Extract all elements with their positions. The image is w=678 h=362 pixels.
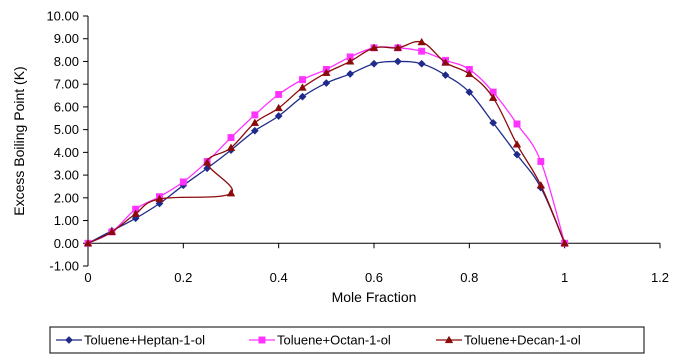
data-point bbox=[322, 68, 331, 76]
legend-item: Toluene+Decan-1-ol bbox=[436, 333, 581, 348]
data-point bbox=[202, 158, 212, 166]
x-tick-label: 0.6 bbox=[365, 270, 383, 285]
data-point bbox=[370, 59, 378, 68]
y-tick-label: 3.00 bbox=[54, 168, 79, 183]
data-point bbox=[513, 120, 521, 128]
data-point bbox=[322, 79, 331, 87]
data-point bbox=[298, 92, 307, 101]
data-point bbox=[250, 118, 260, 126]
data-point bbox=[465, 69, 474, 78]
data-point bbox=[131, 209, 140, 217]
data-point bbox=[513, 150, 521, 159]
data-point bbox=[418, 47, 426, 55]
legend-marker bbox=[258, 336, 266, 344]
data-point bbox=[179, 178, 187, 186]
y-tick-label: 8.00 bbox=[54, 54, 79, 69]
data-point bbox=[83, 238, 93, 247]
x-axis-title: Mole Fraction bbox=[332, 289, 417, 305]
data-point bbox=[275, 90, 283, 98]
data-point bbox=[251, 111, 259, 119]
y-tick-label: 4.00 bbox=[54, 145, 79, 160]
legend-item: Toluene+Octan-1-ol bbox=[249, 333, 391, 348]
series-3 bbox=[83, 37, 569, 247]
x-axis-ticks: 0 0.2 0.4 0.6 0.8 1 1.2 bbox=[84, 243, 669, 285]
y-tick-label: 1.00 bbox=[54, 213, 79, 228]
data-point bbox=[488, 93, 498, 101]
legend-label: Toluene+Decan-1-ol bbox=[464, 333, 581, 348]
y-tick-label: 6.00 bbox=[54, 99, 79, 114]
data-point bbox=[417, 59, 426, 68]
y-tick-label: 2.00 bbox=[54, 190, 79, 205]
x-tick-label: 0.4 bbox=[270, 270, 288, 285]
y-tick-label: 0.00 bbox=[54, 236, 79, 251]
data-point bbox=[393, 43, 403, 51]
data-point bbox=[393, 57, 402, 66]
y-tick-label: 5.00 bbox=[54, 122, 79, 137]
x-tick-label: 0.8 bbox=[460, 270, 478, 285]
y-tick-label: -1.00 bbox=[49, 259, 79, 274]
data-point bbox=[107, 227, 117, 236]
data-point bbox=[274, 112, 283, 120]
legend-marker bbox=[444, 335, 454, 344]
data-point bbox=[536, 181, 546, 189]
x-tick-label: 1.2 bbox=[651, 270, 669, 285]
data-point bbox=[512, 140, 522, 148]
data-point bbox=[465, 88, 474, 97]
x-tick-label: 0 bbox=[84, 270, 91, 285]
legend-box bbox=[49, 326, 645, 354]
legend-marker bbox=[65, 336, 73, 344]
data-point bbox=[227, 134, 235, 142]
data-point bbox=[226, 188, 236, 197]
y-axis-title: Excess Boiling Point (K) bbox=[11, 66, 27, 215]
y-tick-label: 7.00 bbox=[54, 77, 79, 92]
x-tick-label: 0.2 bbox=[174, 270, 192, 285]
legend-label: Toluene+Octan-1-ol bbox=[277, 333, 391, 348]
data-point bbox=[345, 57, 355, 65]
data-point bbox=[560, 238, 569, 247]
data-point bbox=[155, 194, 164, 203]
data-point bbox=[489, 118, 498, 127]
y-tick-label: 9.00 bbox=[54, 31, 79, 46]
data-point bbox=[298, 83, 307, 91]
series-group bbox=[83, 37, 569, 248]
y-tick-label: 10.00 bbox=[46, 9, 79, 24]
data-point bbox=[299, 76, 306, 84]
data-point bbox=[441, 71, 450, 80]
data-point bbox=[369, 43, 379, 51]
y-axis-ticks: -1.00 0.00 1.00 2.00 3.00 4.00 5.00 6.00 7.00 8.0… bbox=[46, 9, 88, 274]
data-point bbox=[346, 70, 355, 78]
series-line bbox=[87, 46, 566, 244]
data-point bbox=[537, 158, 545, 165]
legend-label: Toluene+Heptan-1-ol bbox=[84, 333, 205, 348]
series-1 bbox=[84, 57, 569, 248]
data-point bbox=[226, 143, 236, 151]
axes bbox=[87, 16, 660, 266]
data-point bbox=[274, 103, 283, 112]
legend: Toluene+Heptan-1-ol Toluene+Octan-1-ol Tol… bbox=[49, 326, 645, 354]
legend-item: Toluene+Heptan-1-ol bbox=[56, 333, 205, 348]
data-point bbox=[417, 37, 426, 46]
x-tick-label: 1 bbox=[561, 270, 568, 285]
data-point bbox=[441, 58, 450, 66]
data-point bbox=[250, 126, 259, 135]
